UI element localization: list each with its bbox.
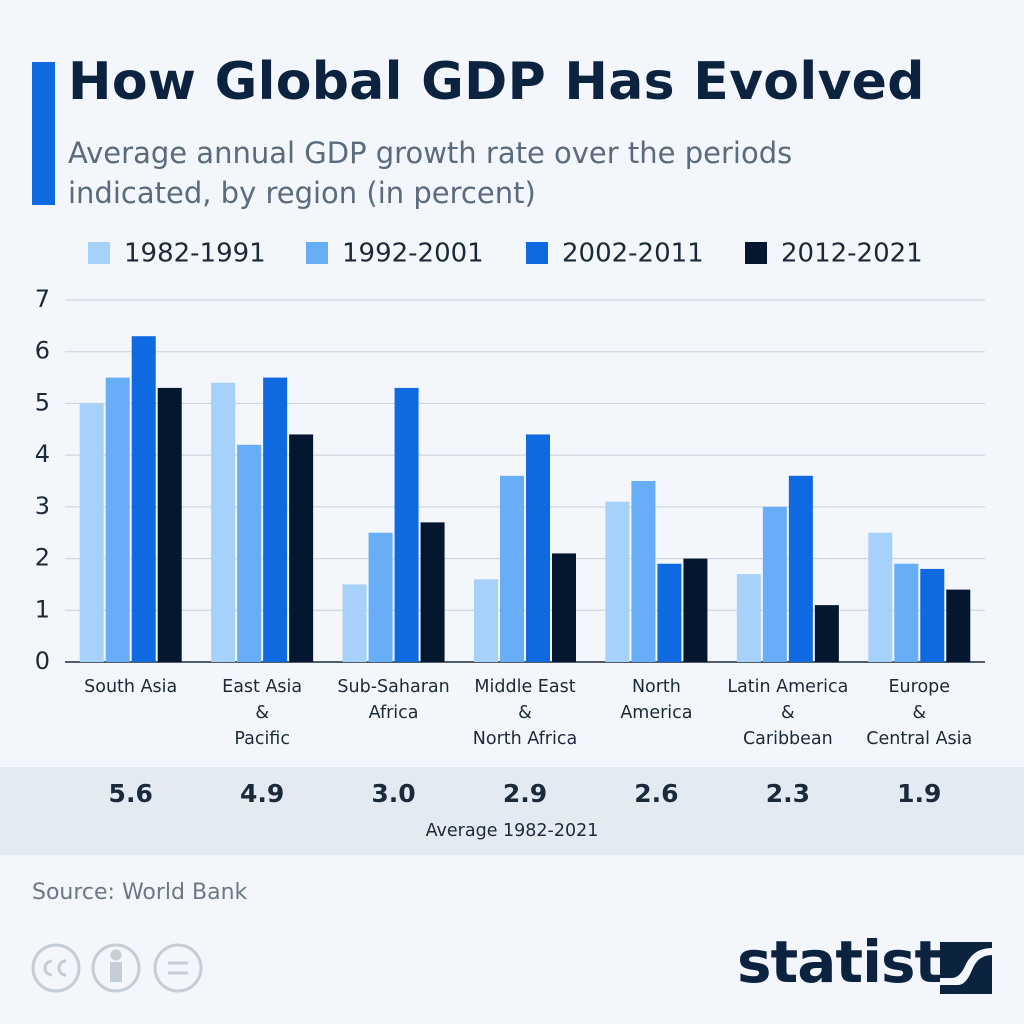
bar	[263, 377, 288, 662]
bar	[289, 434, 314, 662]
bar	[237, 444, 262, 662]
average-value: 1.9	[897, 779, 942, 808]
averages-band	[0, 767, 1024, 855]
bar	[631, 481, 656, 662]
bar	[946, 589, 971, 662]
bar	[605, 501, 630, 662]
bar	[762, 506, 787, 662]
y-tick-label: 6	[35, 337, 50, 365]
x-tick-label: Sub-Saharan Africa	[337, 677, 450, 723]
legend-label: 1982-1991	[124, 239, 266, 269]
y-tick-label: 4	[35, 440, 50, 468]
brand: statista	[737, 928, 980, 996]
average-value: 5.6	[108, 779, 153, 808]
x-tick-label: South Asia	[84, 677, 178, 697]
bar	[394, 387, 419, 662]
y-tick-label: 5	[35, 388, 50, 416]
title-accent	[32, 62, 55, 205]
average-value: 2.9	[502, 779, 548, 808]
bar	[157, 387, 182, 662]
average-value: 2.6	[634, 779, 679, 808]
legend-label: 2012-2021	[781, 239, 923, 269]
legend-swatch	[526, 242, 548, 264]
y-tick-label: 2	[35, 544, 50, 572]
bar	[368, 532, 393, 662]
x-tick-label: Middle East & North Africa	[472, 677, 578, 749]
bar	[683, 558, 708, 662]
source: Source: World Bank	[32, 880, 248, 905]
x-tick-label: East Asia & Pacific	[222, 677, 303, 749]
license-icons	[31, 943, 203, 993]
chart-title: How Global GDP Has Evolved	[68, 52, 925, 112]
y-tick-label: 0	[35, 647, 50, 675]
bar	[131, 336, 156, 662]
bar	[552, 553, 576, 662]
y-tick-label: 1	[35, 595, 50, 623]
x-tick-label: Europe & Central Asia	[866, 677, 973, 749]
bar	[500, 475, 524, 662]
bar	[894, 563, 919, 662]
legend-label: 1992-2001	[342, 239, 484, 269]
brand-icon	[940, 942, 992, 994]
bar	[474, 579, 498, 662]
bar	[736, 574, 761, 662]
legend-swatch	[88, 242, 110, 264]
average-value: 4.9	[239, 779, 285, 808]
bar	[211, 382, 236, 662]
average-value: 3.0	[371, 779, 416, 808]
bar	[920, 568, 945, 662]
y-tick-label: 7	[35, 285, 50, 313]
bar	[868, 532, 893, 662]
average-value: 2.3	[765, 779, 810, 808]
legend-swatch	[306, 242, 328, 264]
bar	[342, 584, 367, 662]
bar	[420, 522, 445, 662]
legend-swatch	[745, 242, 767, 264]
chart-subtitle: Average annual GDP growth rate over the …	[68, 136, 793, 210]
bar	[526, 434, 550, 662]
y-tick-label: 3	[35, 492, 50, 520]
x-tick-label: North America	[620, 677, 693, 723]
bar	[79, 403, 104, 662]
bar	[105, 377, 130, 662]
bar	[657, 563, 682, 662]
averages-label: Average 1982-2021	[425, 821, 599, 841]
bar	[788, 475, 813, 662]
legend-label: 2002-2011	[562, 239, 704, 269]
x-tick-label: Latin America & Caribbean	[727, 677, 849, 749]
bar	[814, 605, 839, 662]
